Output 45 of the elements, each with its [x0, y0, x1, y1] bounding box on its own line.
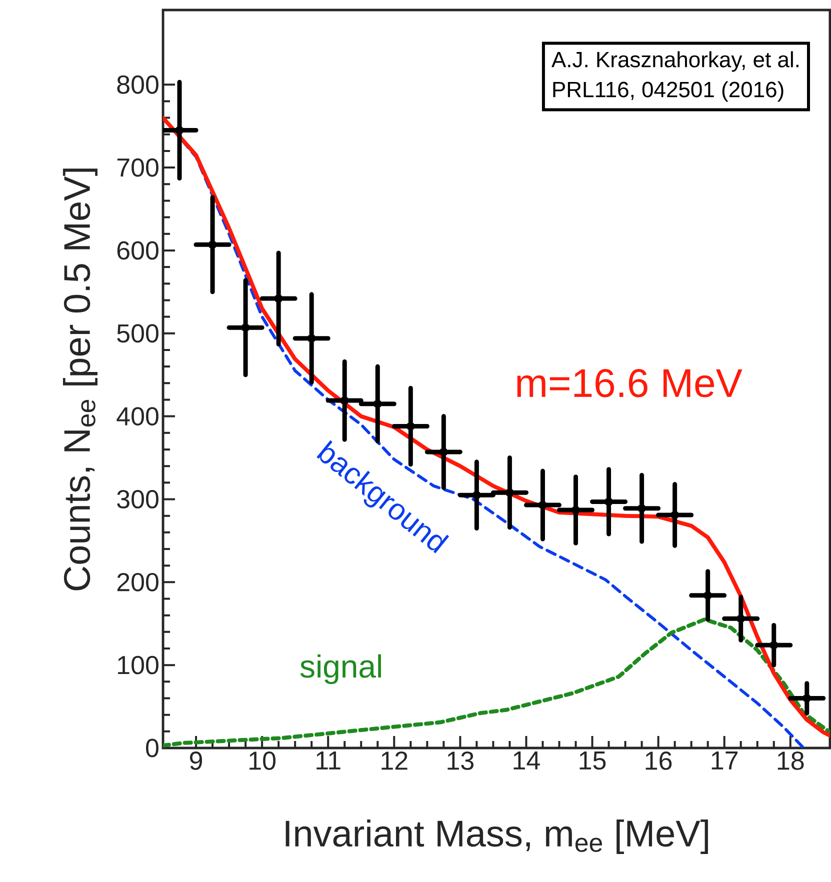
point — [308, 335, 315, 342]
point — [704, 592, 712, 599]
point — [275, 295, 282, 302]
point — [506, 489, 513, 496]
x-tick-label: 17 — [712, 752, 738, 770]
point — [770, 642, 778, 648]
point — [804, 695, 810, 702]
y-tick-label: 0 — [146, 738, 158, 758]
x-tick-label: 12 — [382, 752, 408, 770]
point — [638, 505, 645, 512]
point — [738, 615, 744, 622]
y-tick-label: 500 — [117, 324, 158, 343]
point — [540, 502, 546, 508]
point — [176, 127, 183, 134]
y-tick-label: 200 — [117, 572, 158, 592]
point — [341, 397, 348, 404]
x-tick-label: 16 — [646, 752, 672, 770]
point — [374, 400, 381, 408]
series-label: signal — [300, 654, 381, 684]
x-tick-label: 18 — [778, 752, 804, 770]
annotation: PRL116, 042501 (2016) — [553, 81, 784, 102]
point — [242, 324, 249, 331]
point — [209, 241, 216, 248]
y-tick-label: 100 — [118, 656, 158, 674]
line-series — [163, 617, 830, 748]
x-tick-label: 13 — [448, 752, 474, 770]
x-tick-label: 9 — [190, 752, 202, 770]
y-tick-label: 600 — [117, 241, 158, 260]
point — [572, 506, 579, 514]
x-tick-label: 15 — [580, 752, 606, 770]
point — [473, 492, 480, 498]
point — [606, 498, 612, 505]
y-tick-label: 700 — [117, 158, 158, 177]
point — [407, 423, 414, 430]
y-tick-label: 800 — [117, 75, 158, 94]
x-tick-label: 10 — [250, 752, 276, 770]
y-tick-label: 400 — [116, 407, 158, 426]
x-axis-title: Invariant Mass, m$_{ee}$ [MeV] — [286, 820, 708, 854]
y-tick-label: 300 — [117, 490, 158, 508]
text: m=16.6 MeV — [517, 368, 742, 398]
x-tick-label: 11 — [316, 752, 340, 770]
point — [672, 512, 678, 518]
annotation: A.J. Krasznahorkay, et al. — [552, 51, 798, 72]
y-axis-title: Counts, N$_{ee}$ [per 0.5 MeV] — [62, 168, 98, 590]
x-tick-label: 14 — [514, 752, 540, 770]
